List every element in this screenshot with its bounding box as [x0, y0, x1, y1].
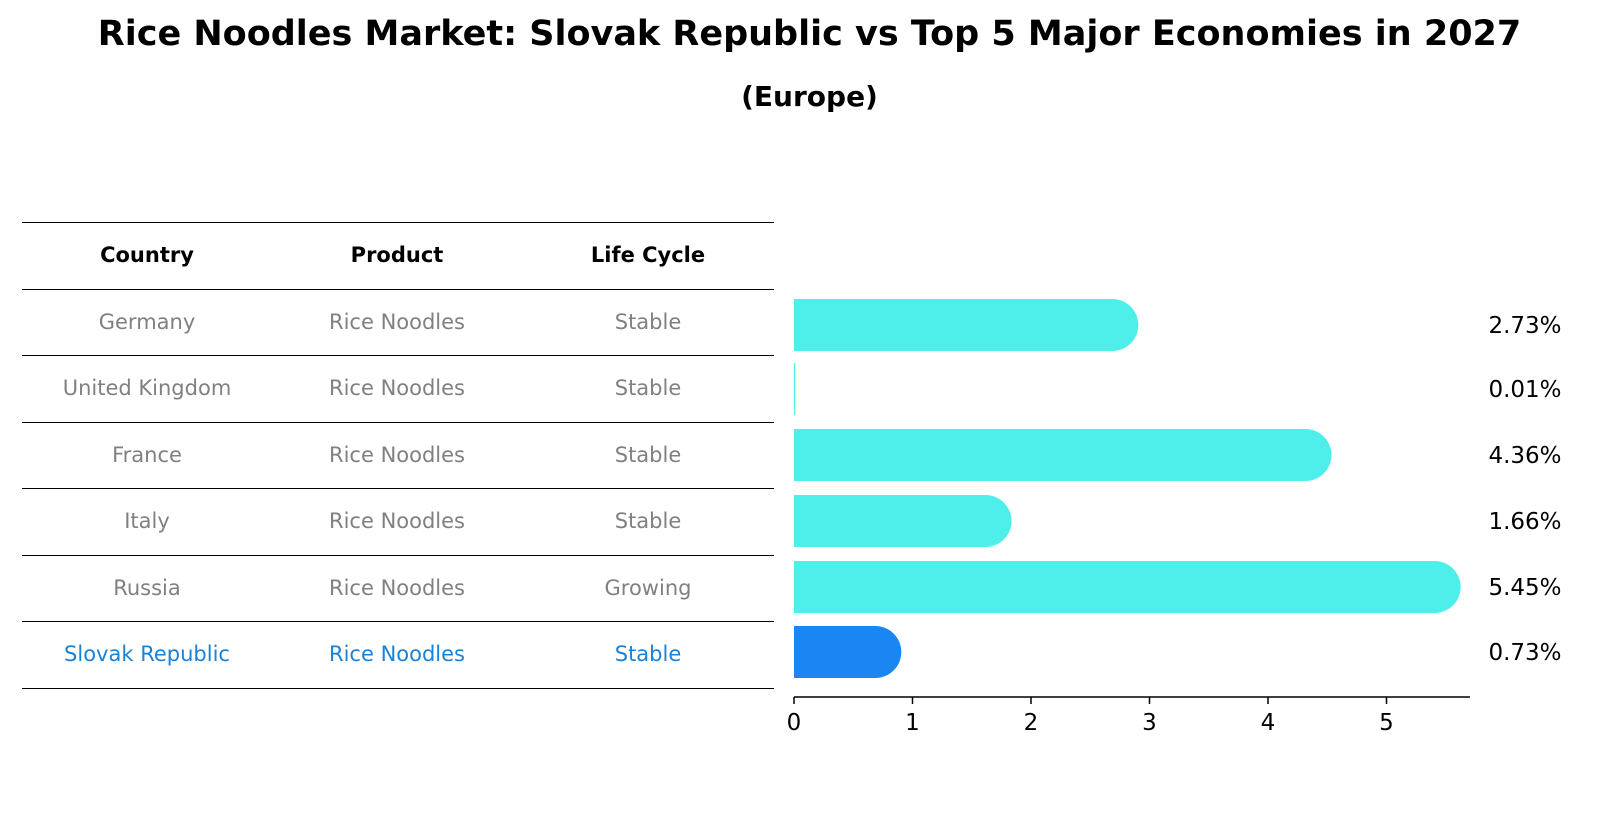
table-cell-life-cycle: Stable: [614, 442, 682, 467]
table-cell-country: Germany: [98, 309, 196, 334]
table-header-cell: Country: [100, 243, 194, 268]
bar-value-label: 1.66%: [1488, 509, 1561, 535]
bar: [794, 299, 1139, 351]
bar-value-label: 4.36%: [1488, 443, 1561, 469]
table-cell-life-cycle: Stable: [614, 509, 682, 534]
bar: [794, 561, 1461, 613]
table-rule: [22, 488, 774, 489]
table-rule: [22, 621, 774, 622]
table-cell-country: France: [112, 442, 182, 467]
bar-value-label: 5.45%: [1488, 575, 1561, 601]
bar: [794, 363, 796, 415]
table-cell-product: Rice Noodles: [329, 509, 465, 534]
table-rule: [22, 355, 774, 356]
table-rule: [22, 687, 774, 689]
table-cell-life-cycle: Stable: [614, 376, 682, 401]
table-header-cell: Life Cycle: [590, 243, 706, 268]
table-rule: [22, 222, 774, 223]
table-cell-country: Slovak Republic: [64, 642, 230, 667]
x-tick-label: 3: [1142, 710, 1157, 736]
table-cell-product: Rice Noodles: [329, 575, 465, 600]
table-cell-life-cycle: Stable: [614, 642, 682, 667]
table-rule: [22, 554, 774, 556]
table-cell-life-cycle: Stable: [614, 309, 682, 334]
table-cell-life-cycle: Growing: [604, 575, 692, 600]
bar-value-label: 0.01%: [1488, 377, 1561, 403]
bar: [794, 429, 1332, 481]
table-cell-product: Rice Noodles: [329, 309, 465, 334]
table-cell-country: Italy: [124, 509, 170, 534]
table-rule: [22, 288, 774, 290]
table-header-cell: Product: [350, 243, 444, 268]
table-cell-country: Russia: [113, 575, 181, 600]
table-cell-product: Rice Noodles: [329, 442, 465, 467]
bar-value-label: 2.73%: [1488, 313, 1561, 339]
x-tick-label: 4: [1261, 710, 1276, 736]
table-cell-product: Rice Noodles: [329, 642, 465, 667]
table-cell-country: United Kingdom: [62, 376, 232, 401]
bar: [794, 495, 1012, 547]
chart-subtitle: (Europe): [741, 80, 878, 113]
table-rule: [22, 421, 774, 423]
bar: [794, 626, 902, 678]
chart-title: Rice Noodles Market: Slovak Republic vs …: [97, 14, 1522, 54]
x-tick-label: 2: [1024, 710, 1039, 736]
table-cell-product: Rice Noodles: [329, 376, 465, 401]
bar-value-label: 0.73%: [1488, 640, 1561, 666]
x-tick-label: 1: [905, 710, 920, 736]
x-tick-label: 5: [1379, 710, 1394, 736]
x-tick-label: 0: [787, 710, 802, 736]
